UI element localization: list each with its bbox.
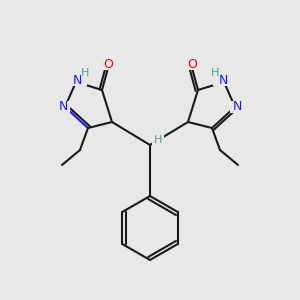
FancyBboxPatch shape	[213, 74, 231, 86]
Text: O: O	[187, 58, 197, 70]
Text: N: N	[218, 74, 228, 86]
FancyBboxPatch shape	[230, 101, 244, 113]
Text: N: N	[72, 74, 82, 86]
FancyBboxPatch shape	[56, 101, 70, 113]
Text: H: H	[81, 68, 89, 78]
FancyBboxPatch shape	[81, 68, 91, 78]
Text: H: H	[154, 135, 162, 145]
FancyBboxPatch shape	[69, 74, 87, 86]
FancyBboxPatch shape	[152, 135, 164, 145]
FancyBboxPatch shape	[209, 68, 219, 78]
Text: H: H	[211, 68, 219, 78]
FancyBboxPatch shape	[185, 58, 199, 70]
Text: N: N	[232, 100, 242, 113]
Text: N: N	[58, 100, 68, 113]
Text: O: O	[103, 58, 113, 70]
FancyBboxPatch shape	[101, 58, 115, 70]
